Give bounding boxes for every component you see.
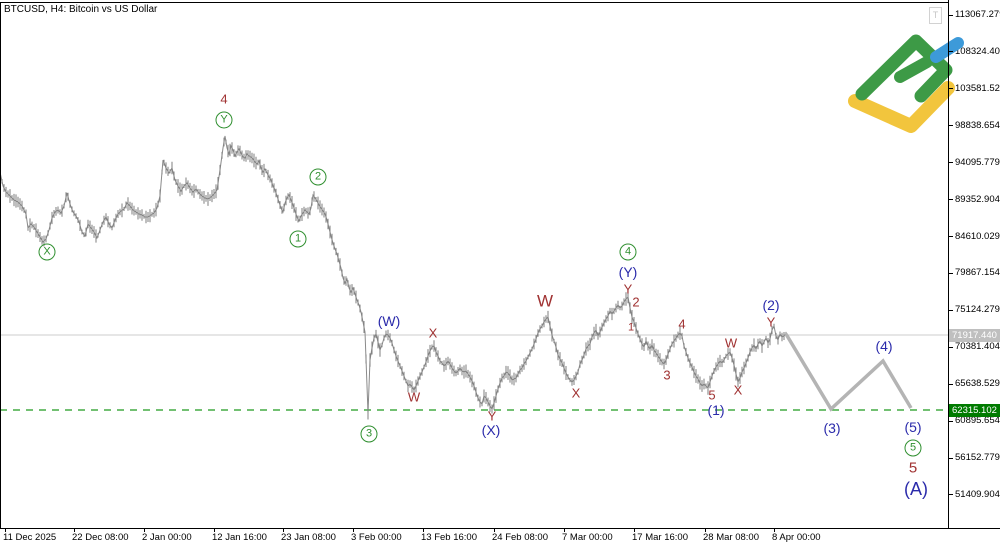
- wave-label-circle-5[interactable]: 5: [904, 439, 922, 457]
- price-tick-label: 56152.779: [955, 452, 1000, 464]
- wave-label-red-w[interactable]: W: [407, 389, 421, 405]
- time-tick-mark: [283, 528, 284, 532]
- wave-label-red-y[interactable]: Y: [623, 281, 633, 297]
- wave-label-blue-5[interactable]: (5): [904, 419, 922, 435]
- time-tick-label: 17 Mar 16:00: [632, 532, 688, 543]
- price-axis-separator: [948, 0, 949, 528]
- text-object-icon[interactable]: T: [929, 7, 942, 24]
- time-tick-mark: [5, 528, 6, 532]
- price-tick-mark: [948, 236, 953, 238]
- wave-label-blue-x[interactable]: (X): [481, 422, 501, 438]
- price-tick-mark: [948, 494, 953, 496]
- time-tick-mark: [774, 528, 775, 532]
- time-tick-mark: [634, 528, 635, 532]
- plot-border-top: [0, 2, 949, 3]
- price-tick-mark: [948, 420, 953, 422]
- price-tick-mark: [948, 457, 953, 459]
- wave-label-circle-1[interactable]: 1: [289, 230, 307, 248]
- price-tick-mark: [948, 199, 953, 201]
- time-tick-label: 2 Jan 00:00: [142, 532, 192, 543]
- wave-label-red-4[interactable]: 4: [220, 91, 228, 107]
- price-tick-mark: [948, 162, 953, 164]
- time-tick-label: 22 Dec 08:00: [72, 532, 129, 543]
- current-price-badge: 71917.440: [949, 329, 1000, 342]
- price-tick-label: 65638.529: [955, 378, 1000, 390]
- wave-label-blue-2[interactable]: (2): [762, 297, 780, 313]
- time-tick-mark: [705, 528, 706, 532]
- price-tick-label: 89352.904: [955, 193, 1000, 205]
- wave-label-red-2[interactable]: 2: [632, 294, 640, 310]
- wave-label-red-x[interactable]: X: [733, 382, 743, 398]
- time-tick-label: 3 Feb 00:00: [351, 532, 402, 543]
- wave-label-red-w[interactable]: W: [536, 291, 554, 311]
- time-tick-mark: [214, 528, 215, 532]
- price-tick-label: 108324.404: [955, 45, 1000, 57]
- wave-label-blue-1[interactable]: (1): [707, 402, 725, 418]
- price-tick-label: 98838.654: [955, 119, 1000, 131]
- time-tick-label: 13 Feb 16:00: [421, 532, 477, 543]
- price-tick-label: 70381.404: [955, 341, 1000, 353]
- wave-label-blue-a[interactable]: (A): [904, 479, 928, 499]
- time-tick-mark: [494, 528, 495, 532]
- wave-label-red-x[interactable]: X: [571, 385, 581, 401]
- price-tick-label: 75124.279: [955, 304, 1000, 316]
- time-tick-mark: [353, 528, 354, 532]
- time-axis-separator: [0, 528, 1000, 529]
- wave-label-circle-y[interactable]: Y: [215, 111, 233, 129]
- wave-label-red-5[interactable]: 5: [908, 459, 918, 477]
- wave-label-red-y[interactable]: Y: [487, 408, 497, 424]
- price-tick-mark: [948, 14, 953, 16]
- price-tick-mark: [948, 272, 953, 274]
- wave-label-circle-4[interactable]: 4: [619, 243, 637, 261]
- support-price-badge: 62315.102: [949, 404, 1000, 417]
- price-tick-label: 84610.029: [955, 230, 1000, 242]
- wave-label-red-y[interactable]: Y: [766, 314, 776, 330]
- price-tick-mark: [948, 346, 953, 348]
- time-tick-label: 12 Jan 16:00: [212, 532, 267, 543]
- price-tick-mark: [948, 51, 953, 53]
- wave-label-blue-3[interactable]: (3): [823, 420, 841, 436]
- plot-border-left: [0, 2, 1, 528]
- wave-label-red-1[interactable]: 1: [627, 321, 635, 334]
- time-tick-label: 28 Mar 08:00: [703, 532, 759, 543]
- wave-label-red-x[interactable]: X: [428, 325, 438, 341]
- wave-label-circle-2[interactable]: 2: [309, 168, 327, 186]
- wave-label-red-5[interactable]: 5: [708, 387, 716, 403]
- wave-label-circle-3[interactable]: 3: [360, 425, 378, 443]
- price-tick-label: 113067.279: [955, 9, 1000, 20]
- time-tick-mark: [564, 528, 565, 532]
- wave-label-circle-x[interactable]: X: [38, 243, 56, 261]
- price-tick-mark: [948, 88, 953, 90]
- time-tick-label: 8 Apr 00:00: [772, 532, 821, 543]
- price-tick-label: 103581.529: [955, 82, 1000, 94]
- price-tick-label: 94095.779: [955, 156, 1000, 168]
- time-tick-mark: [423, 528, 424, 532]
- time-tick-mark: [144, 528, 145, 532]
- time-tick-label: 11 Dec 2025: [3, 532, 57, 543]
- wave-label-blue-y[interactable]: (Y): [618, 264, 638, 280]
- time-tick-label: 7 Mar 00:00: [562, 532, 613, 543]
- price-tick-label: 51409.904: [955, 488, 1000, 500]
- time-tick-label: 23 Jan 08:00: [281, 532, 336, 543]
- time-tick-mark: [74, 528, 75, 532]
- wave-label-red-w[interactable]: W: [724, 335, 738, 351]
- price-tick-label: 79867.154: [955, 267, 1000, 279]
- price-tick-mark: [948, 309, 953, 311]
- wave-label-red-4[interactable]: 4: [678, 316, 686, 332]
- wave-label-red-3[interactable]: 3: [663, 367, 671, 383]
- price-tick-label: 60895.654: [955, 415, 1000, 427]
- price-tick-mark: [948, 125, 953, 127]
- wave-label-blue-w[interactable]: (W): [377, 313, 401, 329]
- wave-label-blue-4[interactable]: (4): [875, 338, 893, 354]
- price-tick-mark: [948, 383, 953, 385]
- time-tick-label: 24 Feb 08:00: [492, 532, 548, 543]
- chart-plot-area[interactable]: [0, 0, 948, 528]
- chart-symbol-title: BTCUSD, H4: Bitcoin vs US Dollar: [4, 4, 158, 15]
